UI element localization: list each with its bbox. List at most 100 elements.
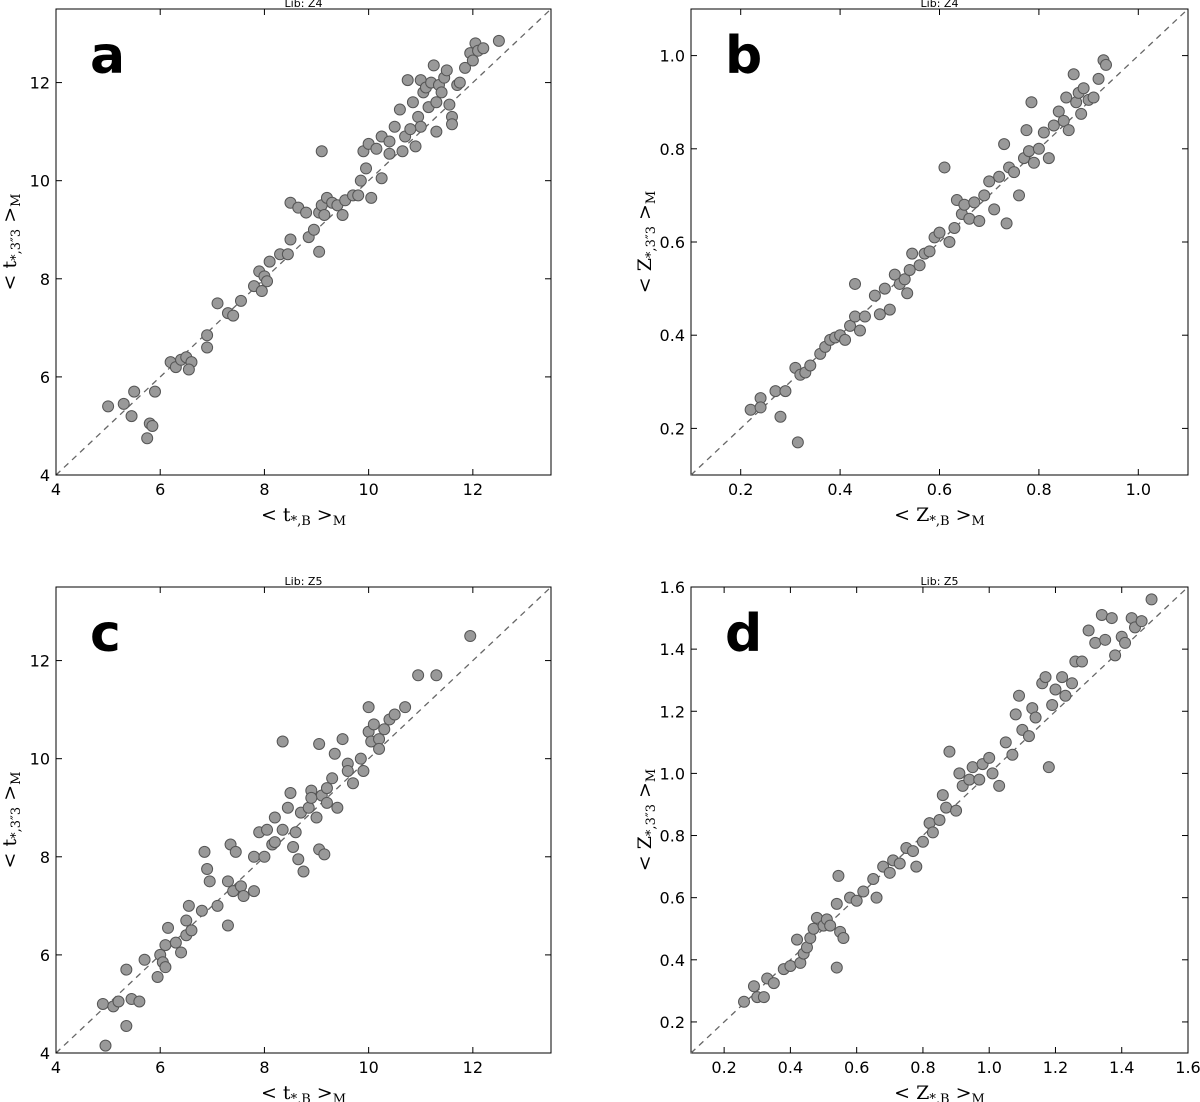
panel-d-data-point	[999, 736, 1012, 749]
panel-c-data-point	[268, 836, 281, 849]
panel-a-ylabel: < t*,3″3 >M	[0, 194, 24, 291]
panel-d-data-point	[1059, 689, 1072, 702]
panel-b-data-point	[1075, 107, 1088, 120]
panel-d: Lib: Z5 0.2 0.4 0.6 0.8 1.0 1.2 1.4 1.6 0.2 0.4 0.6…	[634, 575, 1200, 1102]
panel-b-data-point	[873, 308, 886, 321]
panel-d-ytick-label: 0.2	[660, 1013, 685, 1032]
panel-b-data-point	[858, 310, 871, 323]
panel-d-data-point	[837, 932, 850, 945]
panel-c-data-point	[284, 787, 297, 800]
panel-c-data-point	[399, 701, 412, 714]
panel-b-data-point	[903, 263, 916, 276]
panel-c-data-point	[297, 865, 310, 878]
panel-b-data-point	[779, 385, 792, 398]
panel-a-data-point	[125, 410, 138, 423]
panel-d-data-point	[832, 869, 845, 882]
panel-b: Lib: Z4 0.2 0.4 0.6 0.8 1.0 0.2 0.4 0.6 0.8 1.0 b < …	[634, 0, 1189, 529]
panel-c-data-point	[362, 701, 375, 714]
panel-b-data-point	[1008, 166, 1021, 179]
panel-a-data-point	[315, 145, 328, 158]
panel-c-data-point	[159, 939, 172, 952]
panel-c-data-point	[203, 875, 216, 888]
panel-c-data-point	[373, 742, 386, 755]
panel-d-data-point	[1119, 636, 1132, 649]
panel-b-data-point	[1052, 105, 1065, 118]
panel-c-xtick-label: 6	[155, 1058, 165, 1077]
panel-d-data-point	[830, 897, 843, 910]
panel-b-data-point	[774, 410, 787, 423]
panel-a-data-point	[117, 397, 130, 410]
panel-b-data-point	[769, 385, 782, 398]
panel-b-data-point	[1057, 114, 1070, 127]
panel-a-data-point	[365, 191, 378, 204]
panel-b-xtick-label: 0.4	[827, 480, 852, 499]
panel-d-data-point	[1066, 677, 1079, 690]
panel-b-data-point	[948, 222, 961, 235]
panel-a-data-point	[435, 86, 448, 99]
panel-c-ytick-label: 6	[40, 946, 50, 965]
panel-b-data-point	[943, 236, 956, 248]
panel-c-data-point	[328, 747, 341, 760]
panel-c-data-point	[112, 995, 125, 1008]
panel-b-data-point	[1087, 91, 1100, 104]
panel-c-data-point	[302, 801, 315, 814]
panel-d-data-point	[1049, 683, 1062, 696]
panel-b-data-point	[988, 203, 1001, 216]
panel-c-data-point	[234, 880, 247, 893]
panel-d-data-point	[1075, 655, 1088, 668]
panel-a-ytick-label: 10	[30, 172, 50, 191]
panel-a-xtick-label: 12	[463, 480, 483, 499]
panel-a-data-point	[300, 206, 313, 219]
panel-d-data-point	[1105, 612, 1118, 625]
panel-d-xtick-label: 0.8	[910, 1058, 935, 1077]
panel-d-data-point	[784, 960, 797, 973]
panel-c-data-point	[305, 791, 318, 804]
panel-c-data-point	[185, 924, 198, 937]
panel-d-data-point	[1099, 633, 1112, 646]
panel-d-data-point	[1042, 761, 1055, 774]
panel-d-ytick-label: 0.6	[660, 889, 685, 908]
panel-b-xtick-label: 1.0	[1126, 480, 1151, 499]
panel-a-data-point	[401, 74, 414, 87]
panel-d-data-point	[1039, 671, 1052, 684]
panel-c-xtick-label: 4	[51, 1058, 61, 1077]
panel-c-data-point	[310, 811, 323, 824]
panel-a-ytick-label: 8	[40, 270, 50, 289]
panel-a: Lib: Z4 4 6 8 10 12 4 6 8 10 12 a < t*,B >M < t*,3″3 …	[0, 0, 552, 529]
panel-d-data-point	[933, 814, 946, 826]
panel-d-data-point	[1135, 615, 1148, 628]
panel-c-data-point	[159, 961, 172, 974]
panel-a-data-point	[211, 297, 224, 310]
panel-d-data-point	[857, 885, 870, 898]
panel-b-data-point	[844, 319, 857, 332]
panel-d-xtick-label: 0.4	[778, 1058, 803, 1077]
panel-a-data-point	[128, 385, 141, 398]
panel-a-data-point	[149, 385, 161, 398]
panel-d-data-point	[926, 826, 939, 839]
panel-c-data-point	[326, 772, 339, 785]
panel-a-ytick-label: 4	[40, 466, 50, 485]
panel-a-data-point	[284, 233, 297, 246]
panel-a-data-point	[430, 125, 443, 138]
panel-c-data-point	[412, 669, 425, 682]
panel-a-data-point	[102, 400, 115, 413]
panel-b-data-point	[906, 247, 919, 260]
panel-a-ytick-label: 6	[40, 368, 50, 387]
panel-a-data-point	[466, 54, 479, 67]
panel-a-ytick-label: 12	[30, 74, 50, 93]
panel-b-data-point	[849, 310, 862, 323]
panel-a-letter: a	[90, 26, 125, 86]
panel-b-ytick-label: 0.2	[660, 419, 685, 438]
panel-a-data-point	[477, 42, 490, 55]
panel-c-data-point	[169, 936, 182, 949]
panel-b-data-point	[1025, 96, 1038, 109]
panel-c-ytick-label: 12	[30, 652, 50, 671]
panel-a-data-point	[404, 123, 417, 136]
panel-d-title: Lib: Z5	[921, 575, 959, 588]
panel-d-data-point	[883, 866, 896, 879]
panel-a-data-point	[383, 135, 396, 148]
panel-c-data-point	[464, 630, 477, 643]
panel-b-data-point	[754, 401, 767, 414]
panel-b-data-point	[744, 403, 757, 416]
panel-b-data-point	[868, 289, 881, 302]
